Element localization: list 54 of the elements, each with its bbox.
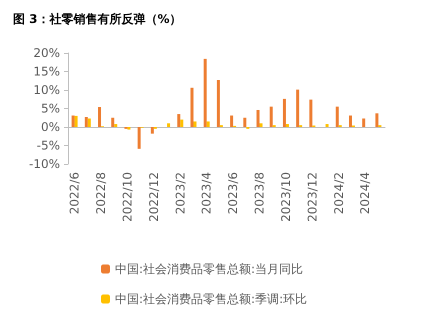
bar — [286, 124, 289, 127]
x-tick-label: 2023/8 — [252, 172, 267, 214]
bar — [167, 123, 170, 127]
bar — [190, 88, 194, 127]
bar — [138, 127, 141, 149]
bar — [204, 58, 207, 127]
y-tick-label: 15% — [33, 64, 60, 78]
bar — [243, 118, 246, 127]
bar — [375, 113, 378, 127]
x-tick-label: 2022/8 — [94, 172, 108, 214]
bar — [362, 118, 366, 127]
bar — [114, 124, 118, 127]
bar — [326, 124, 329, 127]
y-tick-label: -10% — [28, 157, 60, 171]
x-tick-label: 2022/12 — [146, 172, 161, 222]
y-tick-label: 5% — [40, 102, 60, 116]
bar — [230, 116, 234, 127]
x-tick-label: 2024/4 — [358, 172, 372, 214]
bar — [88, 118, 91, 127]
bar — [348, 116, 352, 127]
bar — [111, 118, 114, 127]
bar — [127, 127, 130, 130]
x-tick-label: 2022/6 — [68, 172, 82, 214]
bar — [309, 100, 312, 127]
x-tick-label: 2023/2 — [173, 172, 188, 214]
legend-label: 中国:社会消费品零售总额:季调:环比 — [115, 292, 308, 306]
bar — [256, 110, 260, 127]
chart-title: 图 3：社零销售有所反弹（%） — [13, 12, 182, 26]
bar — [216, 80, 220, 127]
x-tick-label: 2023/4 — [200, 172, 214, 214]
bar — [84, 117, 88, 127]
bar — [150, 127, 154, 134]
y-tick-label: 10% — [33, 83, 60, 97]
bar — [177, 114, 180, 127]
y-tick-label: -5% — [36, 138, 60, 152]
bar — [72, 116, 75, 127]
bar — [270, 106, 273, 127]
x-tick-label: 2022/10 — [120, 172, 134, 222]
bar — [98, 107, 102, 127]
bar — [336, 106, 339, 127]
x-tick-label: 2024/2 — [332, 172, 346, 214]
x-tick-label: 2023/6 — [226, 172, 240, 214]
legend-label: 中国:社会消费品零售总额:当月同比 — [115, 262, 304, 276]
x-tick-label: 2023/10 — [278, 172, 293, 222]
x-tick-label: 2023/12 — [305, 172, 320, 222]
bar — [296, 90, 300, 127]
bar — [206, 121, 210, 127]
bar — [74, 116, 78, 127]
bar — [260, 123, 263, 127]
y-tick-label: 0% — [40, 120, 60, 134]
bar — [193, 121, 196, 127]
bar — [180, 120, 184, 127]
bar — [282, 98, 286, 127]
y-tick-label: 20% — [33, 46, 60, 60]
